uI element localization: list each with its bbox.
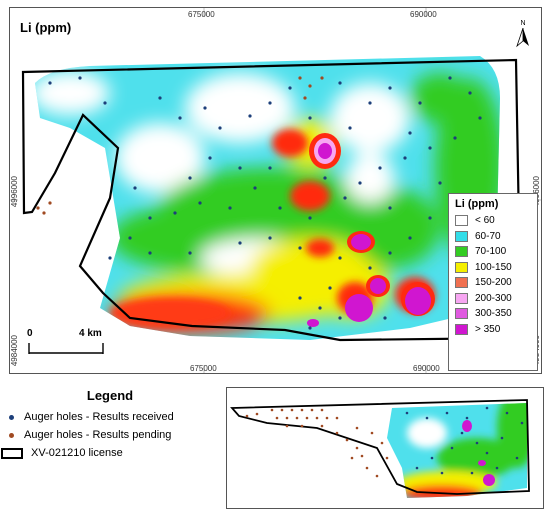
class-label: < 60 bbox=[475, 215, 495, 227]
license-box-icon bbox=[1, 447, 23, 459]
legend-item-pending: Auger holes - Results pending bbox=[5, 426, 215, 444]
auger-holes-pending bbox=[36, 76, 324, 215]
north-arrow-icon: N bbox=[515, 20, 531, 50]
north-label: N bbox=[520, 20, 526, 27]
scale-end-label: 4 km bbox=[79, 328, 102, 339]
class-legend-item: 200-300 bbox=[455, 291, 531, 307]
legend-item-received: Auger holes - Results received bbox=[5, 408, 215, 426]
class-legend: Li (ppm) < 60 60-70 70-100 100-150 150-200 20… bbox=[448, 193, 538, 371]
class-label: 200-300 bbox=[475, 292, 512, 304]
class-swatch-icon bbox=[455, 246, 468, 258]
class-legend-item: < 60 bbox=[455, 213, 531, 229]
class-swatch-icon bbox=[455, 261, 468, 273]
northing-tick-left-2: 4984000 bbox=[10, 335, 19, 367]
license-boundary bbox=[21, 58, 523, 342]
easting-tick-top-2: 690000 bbox=[410, 10, 437, 19]
auger-holes-received bbox=[48, 76, 482, 330]
class-label: 150-200 bbox=[475, 277, 512, 289]
class-swatch-icon bbox=[455, 277, 468, 289]
class-label: 70-100 bbox=[475, 246, 507, 258]
map-canvas bbox=[10, 8, 541, 373]
easting-tick-bottom-2: 690000 bbox=[413, 364, 440, 373]
class-legend-item: 100-150 bbox=[455, 260, 531, 276]
class-legend-item: 150-200 bbox=[455, 275, 531, 291]
class-swatch-icon bbox=[455, 292, 468, 304]
class-label: 300-350 bbox=[475, 308, 512, 320]
map-title: Li (ppm) bbox=[20, 20, 72, 35]
legend-title: Legend bbox=[86, 388, 134, 403]
class-label: > 350 bbox=[475, 323, 501, 335]
easting-tick-bottom-1: 675000 bbox=[190, 364, 217, 373]
legend-item-license: XV-021210 license bbox=[1, 444, 215, 462]
inset-canvas bbox=[230, 399, 530, 498]
class-legend-item: 70-100 bbox=[455, 244, 531, 260]
class-swatch-icon bbox=[455, 230, 468, 242]
class-legend-item: 60-70 bbox=[455, 229, 531, 245]
northing-tick-left-1: 4996000 bbox=[10, 176, 19, 208]
class-label: 100-150 bbox=[475, 261, 512, 273]
inset-license-boundary bbox=[230, 399, 530, 495]
class-legend-item: > 350 bbox=[455, 322, 531, 338]
scale-start-label: 0 bbox=[27, 328, 33, 339]
class-label: 60-70 bbox=[475, 230, 501, 242]
main-map[interactable]: 675000 690000 675000 690000 4996000 4984… bbox=[9, 7, 542, 374]
legend-item-label: Auger holes - Results pending bbox=[24, 429, 172, 441]
pending-dot-icon bbox=[9, 432, 14, 438]
received-dot-icon bbox=[9, 414, 14, 420]
class-swatch-icon bbox=[455, 308, 468, 320]
class-swatch-icon bbox=[455, 215, 468, 227]
easting-tick-top-1: 675000 bbox=[188, 10, 215, 19]
scale-bar: 0 4 km bbox=[27, 328, 109, 368]
legend-item-label: XV-021210 license bbox=[31, 447, 123, 459]
inset-received-holes bbox=[405, 406, 524, 475]
class-swatch-icon bbox=[455, 323, 468, 335]
inset-map[interactable] bbox=[226, 387, 544, 509]
inset-pending-holes bbox=[245, 408, 389, 478]
class-legend-item: 300-350 bbox=[455, 306, 531, 322]
li-surface bbox=[35, 56, 500, 340]
legend-item-label: Auger holes - Results received bbox=[24, 411, 174, 423]
legend: Legend Auger holes - Results received Au… bbox=[1, 388, 215, 488]
class-legend-title: Li (ppm) bbox=[455, 198, 499, 210]
